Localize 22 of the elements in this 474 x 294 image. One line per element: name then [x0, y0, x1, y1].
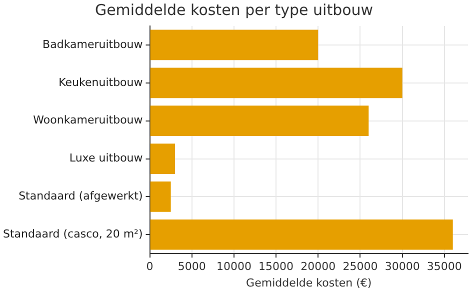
x-tick-label: 10000 — [216, 260, 252, 274]
y-tick-label: Woonkameruitbouw — [33, 114, 143, 127]
x-tick-label: 35000 — [426, 260, 462, 274]
bar — [150, 68, 402, 98]
bar — [150, 219, 453, 250]
y-tick-label: Standaard (afgewerkt) — [18, 190, 143, 203]
bar — [150, 30, 318, 60]
y-tick-label: Standaard (casco, 20 m²) — [2, 227, 143, 240]
x-tick-label: 30000 — [384, 260, 420, 274]
chart-title: Gemiddelde kosten per type uitbouw — [94, 0, 374, 19]
y-tick-label: Keukenuitbouw — [58, 76, 143, 89]
x-axis-title: Gemiddelde kosten (€) — [246, 276, 372, 290]
x-tick-label: 5000 — [178, 260, 206, 274]
bar — [150, 106, 369, 136]
x-tick-label: 25000 — [342, 260, 378, 274]
bar — [150, 182, 171, 212]
y-tick-label: Luxe uitbouw — [69, 152, 143, 165]
x-tick-label: 0 — [146, 260, 154, 274]
bar — [150, 144, 176, 174]
x-tick-label: 15000 — [258, 260, 294, 274]
y-tick-label: Badkameruitbouw — [42, 38, 143, 51]
x-tick-label: 20000 — [300, 260, 336, 274]
